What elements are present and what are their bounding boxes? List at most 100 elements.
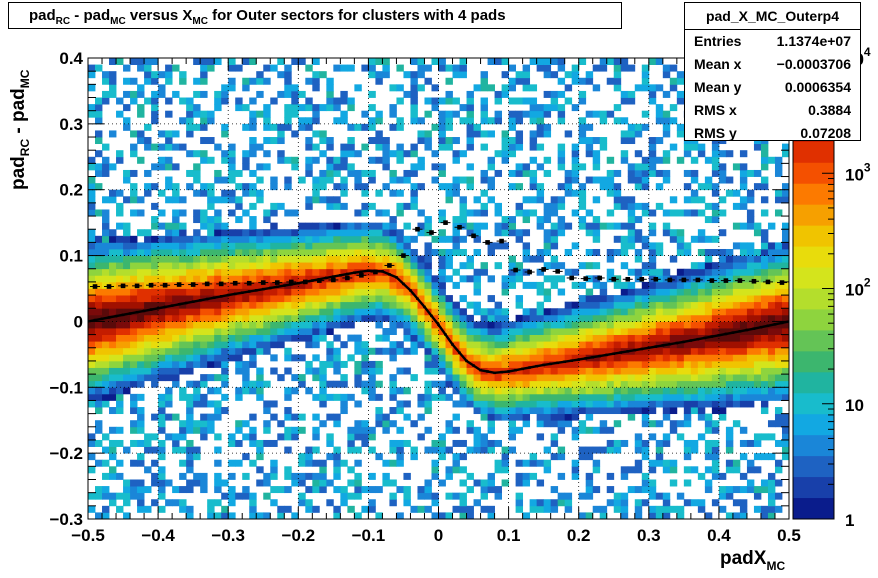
fit-marker (367, 269, 370, 273)
fit-marker (535, 364, 538, 368)
profile-point (303, 279, 308, 285)
title-subscript: MC (192, 16, 208, 27)
fit-marker (591, 355, 595, 359)
fit-marker (156, 306, 160, 310)
stats-name: pad_X_MC_Outerp4 (685, 3, 860, 30)
profile-point (415, 226, 420, 232)
ylabel-subscript: RC (18, 138, 32, 157)
fit-marker (647, 346, 651, 350)
fit-marker (451, 343, 454, 346)
fit-marker (654, 345, 658, 348)
fit-marker (219, 295, 223, 298)
color-scale-bin (793, 246, 834, 269)
fit-marker (640, 347, 644, 351)
fit-marker (381, 270, 384, 273)
x-tick-label: −0.5 (71, 526, 105, 545)
color-scale-bin (793, 162, 834, 185)
fit-marker (430, 314, 433, 318)
fit-marker (100, 317, 104, 321)
profile-point (667, 277, 673, 283)
x-tick-label: 0.4 (707, 526, 731, 545)
fit-marker (514, 368, 517, 372)
color-scale-bin (793, 351, 834, 373)
profile-point (429, 230, 434, 235)
fit-marker (745, 328, 749, 332)
x-tick-label: −0.2 (282, 526, 316, 545)
x-tick-label: −0.1 (352, 526, 386, 545)
profile-point (639, 276, 645, 282)
profile-point (246, 280, 252, 286)
fit-marker (282, 284, 286, 287)
x-tick-label: 0 (434, 526, 443, 545)
profile-point (120, 283, 126, 289)
profile-point (134, 283, 140, 289)
fit-marker (766, 324, 770, 328)
profile-point (611, 276, 617, 282)
color-scale-bin (793, 372, 834, 394)
fit-marker (633, 348, 637, 352)
fit-marker (612, 352, 616, 355)
fit-marker (353, 271, 356, 274)
fit-marker (444, 333, 447, 336)
chart-title: padRC - padMC versus XMC for Outer secto… (8, 2, 622, 29)
fit-marker (325, 276, 328, 280)
color-scale-bin (793, 204, 834, 227)
fit-marker (402, 282, 405, 286)
fit-marker (93, 318, 97, 322)
profile-point (260, 280, 266, 285)
x-tick-label: −0.4 (141, 526, 175, 545)
profile-point (513, 267, 518, 273)
fit-marker (724, 332, 728, 336)
y-axis: −0.3 −0.2 −0.1 0 0.1 0.2 0.3 0.4 (49, 49, 789, 529)
fit-marker (346, 272, 349, 276)
fit-marker (170, 304, 174, 307)
fit-marker (121, 313, 125, 317)
fit-marker (339, 274, 342, 277)
profile-point (555, 269, 560, 274)
profile-point (737, 278, 743, 283)
fit-marker (731, 331, 735, 334)
color-scale-bin (793, 288, 834, 310)
fit-marker (437, 323, 440, 327)
profile-point (471, 233, 476, 239)
y-tick-label: −0.3 (49, 510, 83, 529)
fit-marker (247, 290, 251, 293)
fit-marker (605, 353, 609, 357)
fit-marker (275, 285, 279, 289)
fit-marker (500, 370, 503, 374)
fit-marker (493, 371, 496, 375)
color-scale-label: 1 (845, 511, 854, 530)
profile-point (190, 282, 196, 287)
x-tick-label: −0.3 (211, 526, 245, 545)
fit-marker (549, 362, 552, 366)
profile-point (723, 278, 729, 283)
profile-point (288, 279, 294, 285)
stats-value: 0.3884 (808, 102, 851, 118)
fit-marker (395, 276, 398, 279)
profile-point (218, 281, 224, 287)
fit-marker (332, 275, 335, 278)
fit-marker (388, 273, 391, 276)
fit-marker (240, 291, 244, 295)
profile-point (401, 253, 406, 258)
profile-point (317, 278, 322, 283)
stats-key: Mean y (694, 79, 742, 95)
color-scale-bin (793, 477, 834, 499)
fit-marker (542, 363, 545, 367)
color-scale-bin (793, 225, 834, 248)
fit-marker (311, 279, 314, 282)
profile-point (583, 276, 589, 281)
fit-marker (710, 335, 714, 338)
title-part: for Outer sectors for clusters with 4 pa… (207, 7, 506, 24)
fit-marker (261, 287, 265, 291)
fit-marker (619, 351, 623, 354)
fit-marker (191, 300, 195, 303)
profile-point (625, 276, 631, 282)
stats-value: 1.1374e+07 (776, 33, 851, 49)
title-subscript: RC (55, 16, 71, 27)
x-tick-label: 0.5 (777, 526, 801, 545)
stats-row: RMS x 0.3884 (685, 99, 860, 122)
color-scale-label: 103 (845, 160, 871, 184)
stats-row: RMS y 0.07208 (685, 122, 860, 145)
fit-marker (254, 289, 258, 292)
